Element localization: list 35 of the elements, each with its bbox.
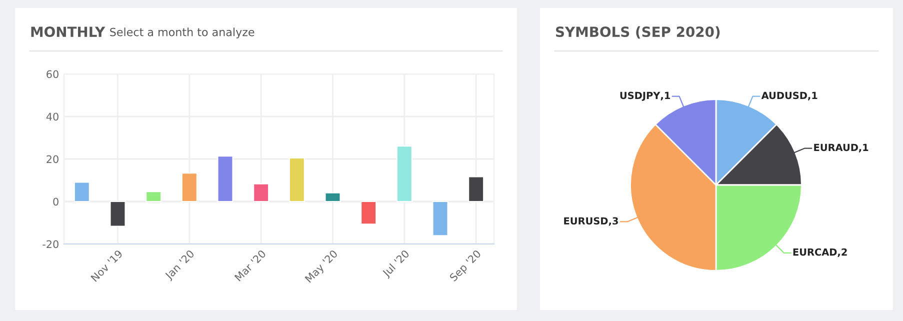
x-tick-label: Sep '20 xyxy=(449,249,483,284)
bar xyxy=(74,182,90,202)
x-tick-label: Nov '19 xyxy=(90,250,123,282)
y-tick-label: 60 xyxy=(46,70,58,78)
y-tick-label: 0 xyxy=(53,198,58,206)
chart-title: MONTHLY xyxy=(31,26,106,38)
y-tick-label: 40 xyxy=(46,112,58,121)
bar xyxy=(360,200,377,225)
slice-label: AUDUSD xyxy=(761,92,807,100)
bar xyxy=(181,172,198,202)
bar xyxy=(288,157,305,202)
x-tick-label: Jan '20 xyxy=(164,249,196,282)
data-label: ,1 xyxy=(660,92,670,100)
slice-label: USDJPY xyxy=(620,92,660,101)
data-label: ,2 xyxy=(838,248,847,257)
bar xyxy=(253,183,270,202)
slice-label: EURUSD xyxy=(564,217,608,225)
slice-label: EURCAD xyxy=(793,248,837,256)
bar xyxy=(468,176,484,202)
data-label: ,1 xyxy=(808,92,818,100)
y-tick-label: -20 xyxy=(42,240,58,248)
bar xyxy=(324,192,341,202)
bar xyxy=(146,190,162,202)
x-tick-label: Jul '20 xyxy=(381,249,411,279)
bar xyxy=(217,155,234,202)
x-tick-label: Mar '20 xyxy=(234,249,266,282)
bar xyxy=(432,200,448,236)
chart-title: SYMBOLS (SEP 2020) xyxy=(556,26,720,39)
y-tick-label: 20 xyxy=(46,155,58,164)
slice-label: EURAUD xyxy=(814,144,858,152)
chart-subtitle: Select a month to analyze xyxy=(110,28,254,38)
data-label: ,1 xyxy=(858,144,868,152)
bar xyxy=(110,200,126,227)
bar xyxy=(396,145,412,202)
data-label: ,3 xyxy=(608,217,618,226)
